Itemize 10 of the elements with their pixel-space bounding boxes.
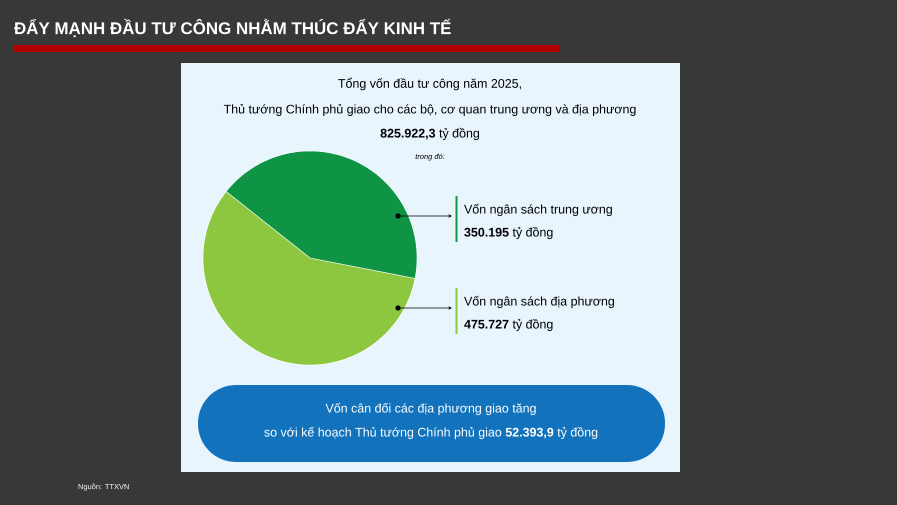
text: 825.922,3 tỷ đồng [380, 128, 480, 140]
text: Thủ tướng Chính phủ giao cho các bộ, cơ quan trung ương và địa phương [224, 104, 636, 116]
data-label: 475.727 tỷ đồng [464, 318, 553, 332]
text: so với kế hoạch Thủ tướng Chính phủ giao 52.393,9 tỷ đồng [264, 426, 598, 440]
text: Vốn cân đối các địa phương giao tăng [326, 402, 536, 416]
data-label: 350.195 tỷ đồng [464, 226, 553, 240]
text: Tổng vốn đầu tư công năm 2025, [338, 78, 521, 90]
chart-title: ĐẨY MẠNH ĐẦU TƯ CÔNG NHẰM THÚC ĐẨY KINH TẾ [14, 18, 451, 38]
slice-label: Vốn ngân sách trung ương [464, 204, 612, 216]
slice-label: Vốn ngân sách địa phương [464, 296, 614, 308]
